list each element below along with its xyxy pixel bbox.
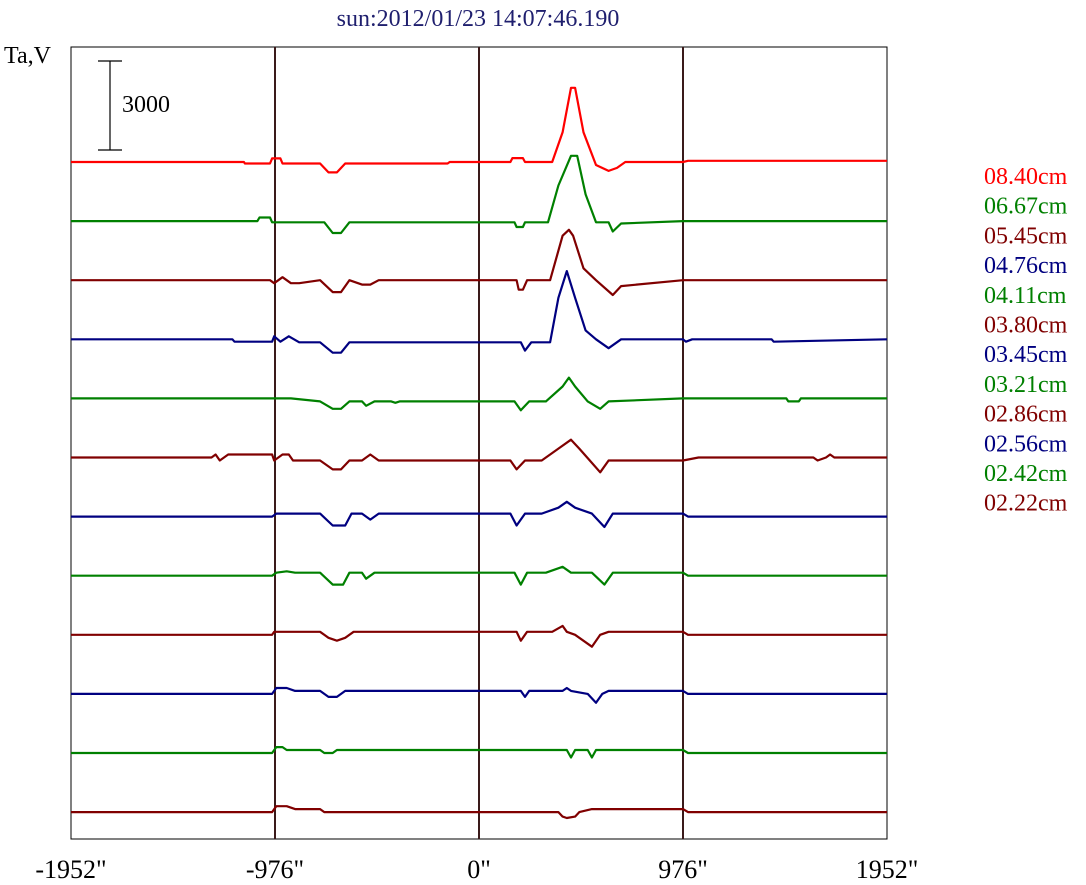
legend-item: 02.56cm [984, 431, 1068, 457]
vertical-reference-lines [274, 47, 684, 839]
series-line-02.42cm [71, 746, 887, 759]
legend-item: 04.11cm [984, 283, 1067, 309]
series-line-03.80cm [71, 438, 887, 474]
series-line-08.40cm [71, 86, 887, 174]
legend-item: 06.67cm [984, 194, 1068, 220]
y-axis-label: Ta,V [4, 43, 52, 69]
series-line-03.45cm [71, 500, 887, 529]
scale-bar: 3000 [98, 60, 170, 151]
series-line-02.86cm [71, 624, 887, 648]
legend-item: 03.45cm [984, 342, 1068, 368]
legend-item: 02.42cm [984, 461, 1068, 487]
x-tick-label: 1952" [856, 855, 919, 884]
x-tick-label: 0" [467, 855, 491, 884]
chart-title: sun:2012/01/23 14:07:46.190 [337, 6, 620, 32]
scale-bar-label: 3000 [122, 92, 170, 118]
legend-item: 02.22cm [984, 491, 1068, 517]
series-line-02.56cm [71, 686, 887, 704]
legend-item: 02.86cm [984, 402, 1068, 428]
legend-item: 03.80cm [984, 313, 1068, 339]
series-line-05.45cm [71, 228, 887, 297]
series-line-04.76cm [71, 270, 888, 354]
legend: 08.40cm 06.67cm 05.45cm 04.76cm 04.11cm 03.80… [984, 164, 1068, 517]
x-tick-label: 976" [658, 855, 708, 884]
legend-item: 04.76cm [984, 253, 1068, 279]
series-line-03.21cm [71, 565, 887, 586]
series-line-02.22cm [71, 805, 887, 820]
series-group [71, 86, 888, 820]
series-line-06.67cm [71, 154, 887, 235]
legend-item: 08.40cm [984, 164, 1068, 190]
x-tick-label: -976" [246, 855, 304, 884]
legend-item: 05.45cm [984, 223, 1068, 249]
legend-item: 03.21cm [984, 372, 1068, 398]
series-line-04.11cm [71, 376, 887, 412]
x-tick-label: -1952" [35, 855, 106, 884]
x-tick-labels: -1952" -976" 0" 976" 1952" [35, 855, 918, 884]
